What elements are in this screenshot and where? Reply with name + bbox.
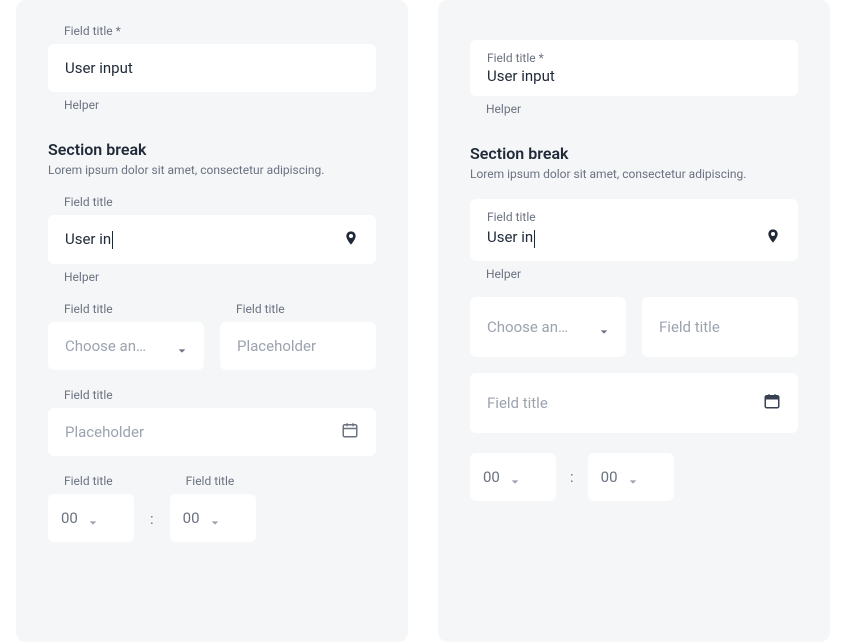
field-label: Field title * <box>64 24 376 38</box>
field-label: Field title <box>64 195 376 209</box>
select-value: Choose an… <box>65 337 163 355</box>
field-group: Field title Placeholder <box>220 302 376 370</box>
text-input[interactable]: Field title * User input <box>470 40 798 96</box>
input-value: User input <box>65 59 359 77</box>
calendar-icon <box>763 392 781 414</box>
field-group: Field title Choose an… <box>48 302 204 370</box>
field-group: Field title 00 <box>170 474 256 542</box>
chevron-down-icon <box>177 341 187 351</box>
date-input[interactable]: Field title <box>470 373 798 433</box>
time-separator: : <box>570 468 574 486</box>
location-pin-icon <box>765 226 781 250</box>
chevron-down-icon <box>210 513 220 523</box>
field-group: Field title * User input Helper <box>470 40 798 116</box>
select-input[interactable]: Choose an… <box>470 297 626 357</box>
minute-select[interactable]: 00 <box>170 494 256 542</box>
input-value: User in <box>65 230 359 249</box>
field-group: Field title Placeholder <box>48 388 376 456</box>
field-group: Field title User in Helper <box>48 195 376 284</box>
minute-value: 00 <box>183 509 200 527</box>
location-input[interactable]: Field title User in <box>470 199 798 261</box>
text-cursor <box>534 230 535 248</box>
field-group: Field title * User input Helper <box>48 24 376 112</box>
select-input[interactable]: Choose an… <box>48 322 204 370</box>
hour-value: 00 <box>483 468 500 486</box>
input-placeholder: Field title <box>659 318 781 336</box>
input-value: User in <box>487 228 765 247</box>
time-field-row: Field title 00 : Field title 00 <box>48 474 376 542</box>
field-group: Field title <box>470 373 798 433</box>
field-label: Field title * <box>487 51 781 65</box>
section-description: Lorem ipsum dolor sit amet, consectetur … <box>470 167 798 181</box>
helper-text: Helper <box>64 270 376 284</box>
field-group: Choose an… <box>470 297 626 357</box>
helper-text: Helper <box>64 98 376 112</box>
field-label: Field title <box>64 302 204 316</box>
chevron-down-icon <box>628 472 638 482</box>
field-label: Field title <box>64 474 134 488</box>
time-field-row: 00 : 00 <box>470 453 798 501</box>
hour-select[interactable]: 00 <box>470 453 556 501</box>
chevron-down-icon <box>88 513 98 523</box>
helper-text: Helper <box>486 267 798 281</box>
calendar-icon <box>341 421 359 443</box>
form-panel-labeled-outside: Field title * User input Helper Section … <box>16 0 408 642</box>
field-row: Choose an… Field title <box>470 297 798 357</box>
text-cursor <box>112 231 113 249</box>
helper-text: Helper <box>486 102 798 116</box>
input-placeholder: Placeholder <box>237 337 359 355</box>
section-title: Section break <box>48 140 376 159</box>
time-separator: : <box>150 510 154 528</box>
text-input[interactable]: Placeholder <box>220 322 376 370</box>
location-input[interactable]: User in <box>48 215 376 264</box>
chevron-down-icon <box>510 472 520 482</box>
form-panel-labeled-inside: Field title * User input Helper Section … <box>438 0 830 642</box>
section-title: Section break <box>470 144 798 163</box>
hour-value: 00 <box>61 509 78 527</box>
text-input[interactable]: User input <box>48 44 376 92</box>
select-value: Choose an… <box>487 318 585 336</box>
minute-select[interactable]: 00 <box>588 453 674 501</box>
field-group: Field title User in Helper <box>470 199 798 281</box>
field-label: Field title <box>186 474 256 488</box>
field-label: Field title <box>487 210 781 224</box>
field-row: Field title Choose an… Field title Place… <box>48 302 376 370</box>
hour-select[interactable]: 00 <box>48 494 134 542</box>
input-placeholder: Field title <box>487 394 781 412</box>
location-pin-icon <box>343 228 359 252</box>
field-label: Field title <box>64 388 376 402</box>
field-label: Field title <box>236 302 376 316</box>
chevron-down-icon <box>599 322 609 332</box>
field-group: Field title <box>642 297 798 357</box>
field-group: Field title 00 <box>48 474 134 542</box>
minute-value: 00 <box>601 468 618 486</box>
input-value: User input <box>487 67 781 85</box>
text-input[interactable]: Field title <box>642 297 798 357</box>
section-description: Lorem ipsum dolor sit amet, consectetur … <box>48 163 376 177</box>
input-placeholder: Placeholder <box>65 423 359 441</box>
date-input[interactable]: Placeholder <box>48 408 376 456</box>
